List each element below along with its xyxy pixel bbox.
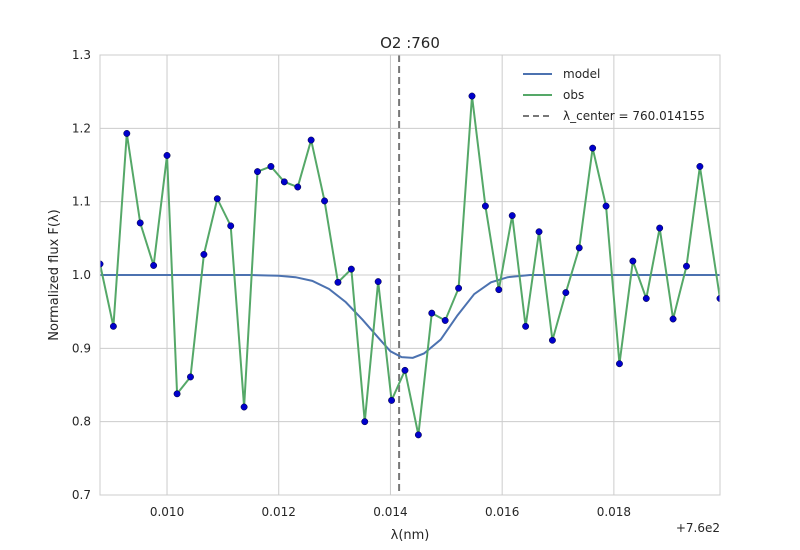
obs-point <box>294 183 302 191</box>
obs-point <box>136 219 144 227</box>
obs-point <box>522 322 530 330</box>
obs-point <box>200 251 208 258</box>
y-tick-label: 1.0 <box>72 268 91 282</box>
obs-point <box>321 197 328 205</box>
obs-point <box>307 136 315 144</box>
obs-point <box>361 418 369 426</box>
series-group <box>100 55 720 495</box>
obs-point <box>562 289 570 297</box>
tick-labels: 0.010 0.012 0.014 0.016 0.018 0.7 0.8 0.9 1.0 1.1… <box>72 48 631 519</box>
y-axis-label: Normalized flux F(λ) <box>47 209 62 340</box>
obs-point <box>227 222 235 230</box>
obs-point <box>109 322 117 330</box>
obs-point <box>254 168 261 176</box>
legend-obs-label: obs <box>563 88 584 102</box>
obs-point <box>696 163 704 170</box>
obs-point <box>642 295 650 302</box>
legend-model-label: model <box>563 67 600 81</box>
obs-point <box>495 286 503 294</box>
obs-point <box>347 265 355 273</box>
obs-point <box>468 92 476 100</box>
obs-point <box>669 315 677 323</box>
obs-point <box>187 373 194 381</box>
obs-point <box>374 278 382 286</box>
y-tick-label: 0.7 <box>72 488 91 502</box>
chart-title: O2 :760 <box>380 34 440 52</box>
y-tick-label: 0.8 <box>72 415 91 429</box>
obs-point <box>213 195 221 203</box>
obs-point <box>173 390 181 398</box>
obs-point <box>414 431 422 439</box>
obs-point <box>441 317 449 324</box>
obs-point <box>455 284 463 292</box>
x-tick-label: 0.014 <box>373 505 407 519</box>
obs-point <box>163 152 171 159</box>
y-tick-label: 0.9 <box>72 341 91 355</box>
obs-point <box>589 144 597 152</box>
plot-frame <box>99 54 721 496</box>
obs-point <box>575 244 583 252</box>
y-tick-label: 1.1 <box>72 195 91 209</box>
obs-point <box>629 257 637 265</box>
obs-point <box>240 403 248 411</box>
obs-point <box>616 360 623 368</box>
y-tick-label: 1.3 <box>72 48 91 62</box>
x-offset-text: +7.6e2 <box>676 521 720 535</box>
obs-point <box>481 202 489 210</box>
obs-point <box>508 212 516 220</box>
x-tick-label: 0.012 <box>262 505 296 519</box>
obs-point <box>548 336 556 344</box>
x-tick-label: 0.010 <box>150 505 184 519</box>
obs-point <box>334 278 342 286</box>
x-tick-label: 0.016 <box>485 505 519 519</box>
obs-point <box>401 366 409 374</box>
obs-point <box>656 224 664 232</box>
obs-point <box>123 130 131 137</box>
obs-point <box>267 163 275 170</box>
plot-area <box>100 55 720 495</box>
obs-point <box>428 309 436 317</box>
legend: model obs λ_center = 760.014155 <box>523 67 705 123</box>
obs-point <box>535 228 543 236</box>
obs-point <box>280 178 288 186</box>
legend-center-label: λ_center = 760.014155 <box>563 109 705 123</box>
obs-point <box>388 396 396 404</box>
y-tick-label: 1.2 <box>72 121 91 135</box>
obs-point <box>150 262 158 269</box>
obs-point <box>602 202 610 210</box>
x-axis-label: λ(nm) <box>391 528 430 543</box>
x-tick-label: 0.018 <box>597 505 631 519</box>
obs-point <box>683 262 690 270</box>
